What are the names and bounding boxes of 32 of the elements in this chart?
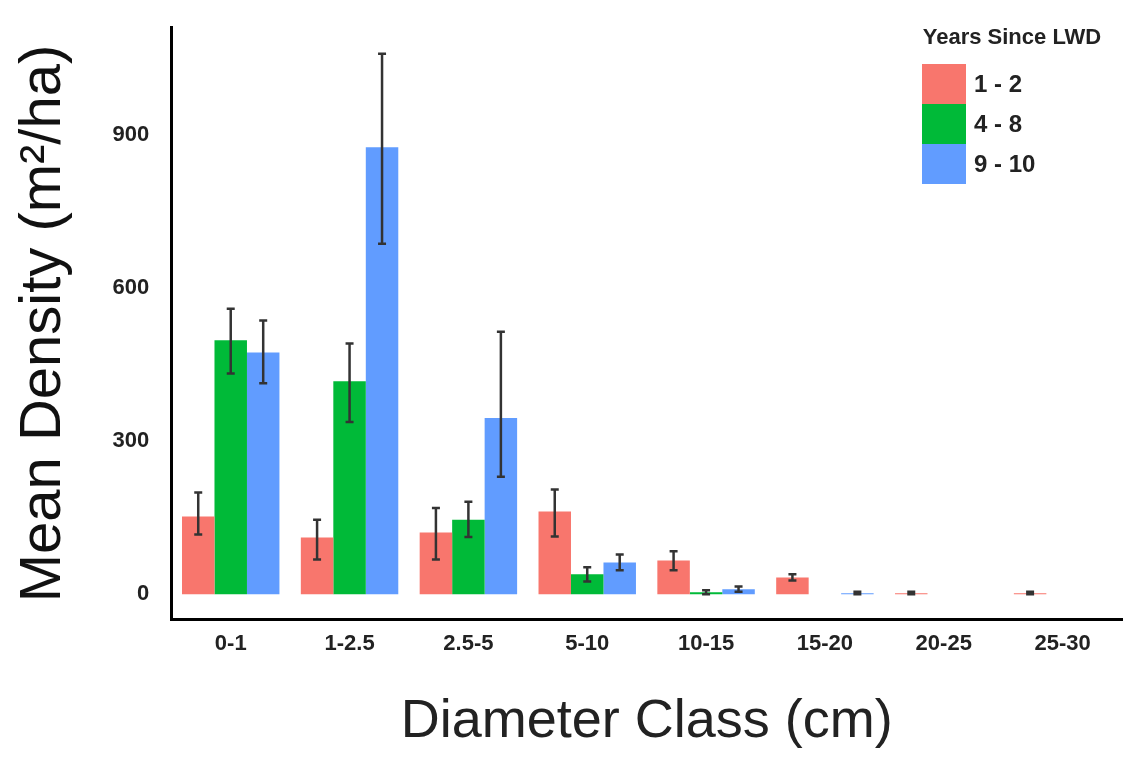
x-tick-label: 15-20 — [796, 630, 854, 656]
x-tick-label: 0-1 — [214, 630, 247, 656]
legend-label: 9 - 10 — [974, 150, 1036, 178]
bar — [182, 516, 215, 595]
bar — [657, 560, 690, 595]
x-axis-title: Diameter Class (cm) — [400, 688, 893, 749]
legend-title: Years Since LWD — [921, 23, 1103, 51]
x-tick-label: 5-10 — [565, 630, 610, 656]
x-tick-label: 25-30 — [1034, 630, 1091, 656]
bar — [538, 511, 571, 595]
x-tick-label: 20-25 — [915, 630, 972, 656]
bar — [603, 562, 636, 595]
bar — [570, 574, 604, 595]
legend-label: 4 - 8 — [974, 110, 1023, 138]
x-tick-label: 2.5-5 — [443, 630, 494, 656]
y-tick-label: 0 — [137, 580, 150, 606]
y-tick-label: 600 — [112, 273, 150, 299]
bar — [300, 537, 334, 595]
bar — [246, 352, 280, 595]
bar — [214, 340, 247, 595]
x-tick-label: 1-2.5 — [324, 630, 375, 656]
y-axis-title: Mean Density (m²/ha) — [6, 44, 72, 603]
bar — [419, 532, 453, 595]
y-tick-label: 900 — [112, 120, 150, 146]
legend-label: 1 - 2 — [974, 70, 1023, 98]
x-tick-label: 10-15 — [677, 630, 735, 656]
bar — [776, 577, 809, 595]
bar — [452, 519, 485, 595]
bar — [484, 418, 518, 595]
bar — [365, 147, 399, 595]
bar — [333, 381, 366, 595]
y-tick-label: 300 — [112, 427, 150, 453]
